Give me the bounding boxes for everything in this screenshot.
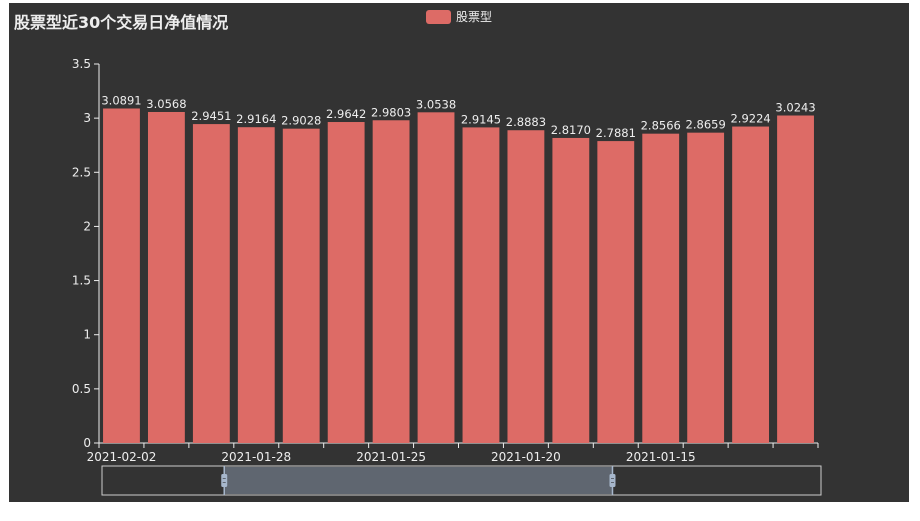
data-label: 2.9224 <box>730 112 770 126</box>
bar <box>597 141 635 443</box>
x-tick-label: 2021-02-02 <box>87 450 157 464</box>
bar <box>417 112 455 444</box>
bar <box>687 132 725 443</box>
data-label: 2.8883 <box>506 115 546 129</box>
bar <box>237 127 275 443</box>
data-label: 2.9145 <box>461 112 501 126</box>
data-label: 3.0568 <box>146 97 186 111</box>
data-label: 2.9642 <box>326 107 366 121</box>
data-label: 2.8170 <box>551 123 591 137</box>
chart-title: 股票型近30个交易日净值情况 <box>14 13 229 32</box>
data-label: 2.9803 <box>371 105 411 119</box>
data-label: 2.8659 <box>686 118 726 132</box>
legend-swatch <box>426 9 451 24</box>
y-tick-label: 1.5 <box>72 274 91 288</box>
bar <box>642 133 680 444</box>
legend[interactable]: 股票型 <box>426 8 492 25</box>
data-label: 2.9028 <box>281 114 321 128</box>
y-tick-label: 0 <box>83 436 91 450</box>
bar <box>552 137 590 443</box>
bar <box>372 120 410 443</box>
bar <box>777 115 814 444</box>
y-tick-label: 2 <box>83 219 91 233</box>
data-label: 2.7881 <box>596 126 636 140</box>
bar <box>462 127 500 444</box>
y-tick-label: 0.5 <box>72 382 91 396</box>
y-tick-label: 3 <box>83 111 91 125</box>
data-zoom-window[interactable] <box>224 467 613 494</box>
bar <box>103 108 140 443</box>
data-zoom-handle-right[interactable] <box>609 474 616 487</box>
chart-panel: 股票型近30个交易日净值情况 股票型 0 0.5 1 1.5 2 2.5 3 3.5 3.089… <box>9 3 909 502</box>
bar <box>282 128 320 444</box>
y-tick-label: 1 <box>83 328 91 342</box>
y-tick-label: 2.5 <box>72 165 91 179</box>
x-tick-label: 2021-01-15 <box>626 450 696 464</box>
bar <box>732 126 770 443</box>
data-label: 2.8566 <box>641 119 681 133</box>
legend-label: 股票型 <box>456 10 493 24</box>
x-tick-label: 2021-01-20 <box>491 450 561 464</box>
data-zoom-handle-left[interactable] <box>221 474 228 487</box>
data-label: 3.0538 <box>416 97 456 111</box>
y-tick-label: 3.5 <box>72 57 91 71</box>
x-tick-label: 2021-01-28 <box>221 450 291 464</box>
bar <box>192 124 230 444</box>
data-label: 2.9451 <box>191 109 231 123</box>
x-tick-label: 2021-01-25 <box>356 450 426 464</box>
bar <box>507 130 545 443</box>
data-zoom-slider[interactable] <box>101 465 822 496</box>
bar <box>327 122 365 444</box>
bar <box>147 111 185 444</box>
data-label: 2.9164 <box>236 112 276 126</box>
bar-chart: 0 0.5 1 1.5 2 2.5 3 3.5 3.0891 3.0568 2.9451 2.9164… <box>72 57 822 496</box>
data-label: 3.0891 <box>101 93 141 107</box>
data-label: 3.0243 <box>775 101 815 115</box>
